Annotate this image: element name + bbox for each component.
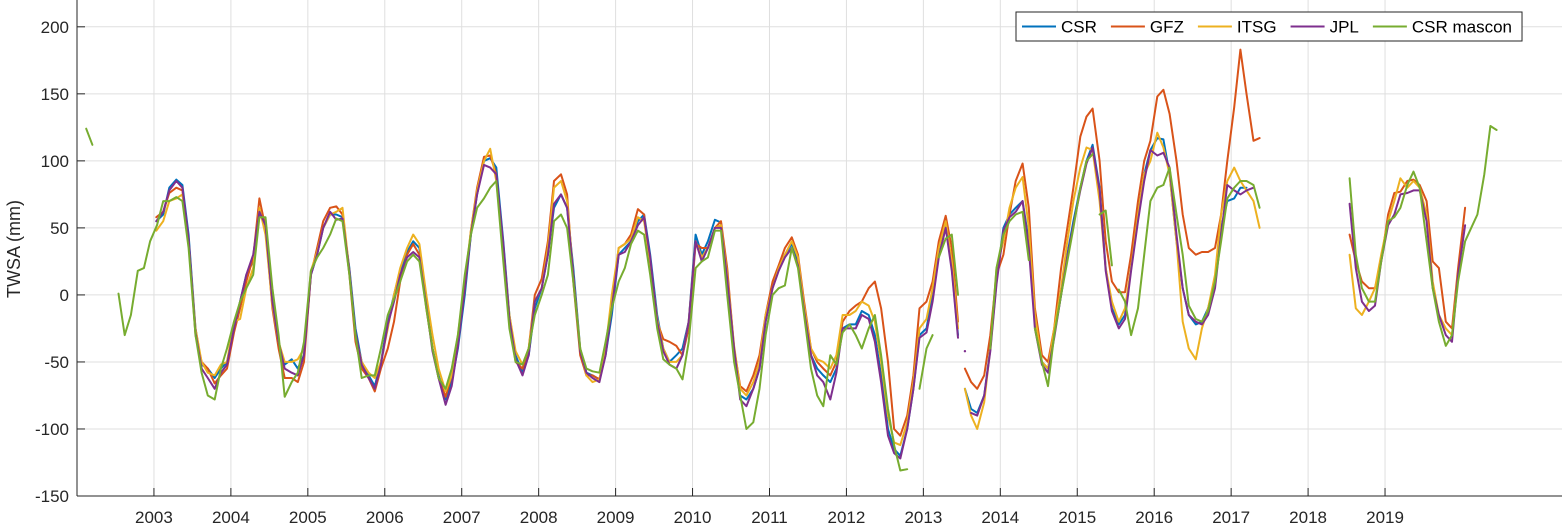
series-layer [85, 48, 1498, 472]
series-line-csr-mascon [117, 180, 909, 472]
series-line-csr-mascon [1098, 209, 1113, 267]
x-tick-label: 2005 [289, 508, 327, 526]
x-tick-label: 2018 [1289, 508, 1327, 526]
y-tick-label: -100 [35, 420, 69, 439]
y-axis: -150 -100 -50 0 50 100 150 200 [35, 18, 85, 506]
series-line-csr [155, 157, 959, 457]
series-line-csr-mascon [989, 210, 1030, 350]
legend-item-gfz: GFZ [1110, 18, 1184, 37]
y-tick-label: -50 [44, 353, 69, 372]
legend-item-itsg: ITSG [1197, 18, 1277, 37]
series-line-csr-mascon [1033, 153, 1094, 388]
legend-item-csr: CSR [1022, 18, 1097, 37]
grid [77, 0, 1562, 497]
x-tick-label: 2016 [1135, 508, 1173, 526]
series-jpl [155, 146, 1467, 460]
legend-label: JPL [1330, 18, 1359, 37]
x-tick-label: 2013 [904, 508, 942, 526]
series-line-jpl [155, 163, 959, 460]
series-line-gfz [1348, 178, 1467, 330]
series-point-jpl [963, 350, 967, 353]
series-line-itsg [155, 147, 959, 447]
legend-label: CSR mascon [1412, 18, 1512, 37]
x-tick-label: 2008 [520, 508, 558, 526]
y-tick-label: 50 [50, 219, 69, 238]
y-tick-label: 100 [41, 152, 69, 171]
y-tick-label: 0 [60, 286, 69, 305]
legend-label: GFZ [1150, 18, 1184, 37]
x-tick-label: 2017 [1212, 508, 1250, 526]
series-line-jpl [1348, 189, 1467, 343]
series-line-csr-mascon [1348, 125, 1498, 347]
y-tick-label: -150 [35, 487, 69, 506]
series-line-csr-mascon [1117, 166, 1261, 337]
legend-label: CSR [1061, 18, 1097, 37]
legend-label: ITSG [1237, 18, 1277, 37]
x-tick-label: 2003 [135, 508, 173, 526]
x-axis: 2003 2004 2005 2006 2007 2008 2009 2010 2011 2012… [135, 488, 1404, 526]
plot-background [77, 0, 1562, 496]
y-tick-label: 200 [41, 18, 69, 37]
x-tick-label: 2006 [366, 508, 404, 526]
x-tick-label: 2004 [212, 508, 250, 526]
legend: CSR GFZ ITSG JPL CSR mascon [1015, 11, 1523, 42]
legend-box [1015, 11, 1523, 42]
legend-item-csr-mascon: CSR mascon [1372, 18, 1512, 37]
x-tick-label: 2007 [443, 508, 481, 526]
y-tick-label: 150 [41, 85, 69, 104]
x-tick-label: 2019 [1366, 508, 1404, 526]
series-csr-mascon [85, 125, 1498, 472]
series-line-jpl [970, 146, 1255, 417]
series-line-csr-mascon [918, 334, 934, 390]
y-axis-label: TWSA (mm) [4, 200, 24, 298]
series-line-gfz [155, 154, 959, 437]
legend-item-jpl: JPL [1290, 18, 1359, 37]
x-tick-label: 2015 [1058, 508, 1096, 526]
series-line-csr-mascon [85, 127, 94, 146]
x-tick-label: 2014 [981, 508, 1019, 526]
x-tick-label: 2010 [674, 508, 712, 526]
series-line-csr-mascon [937, 233, 959, 296]
x-tick-label: 2011 [751, 508, 788, 526]
x-tick-label: 2012 [828, 508, 866, 526]
axes [76, 0, 1562, 497]
x-tick-label: 2009 [597, 508, 635, 526]
